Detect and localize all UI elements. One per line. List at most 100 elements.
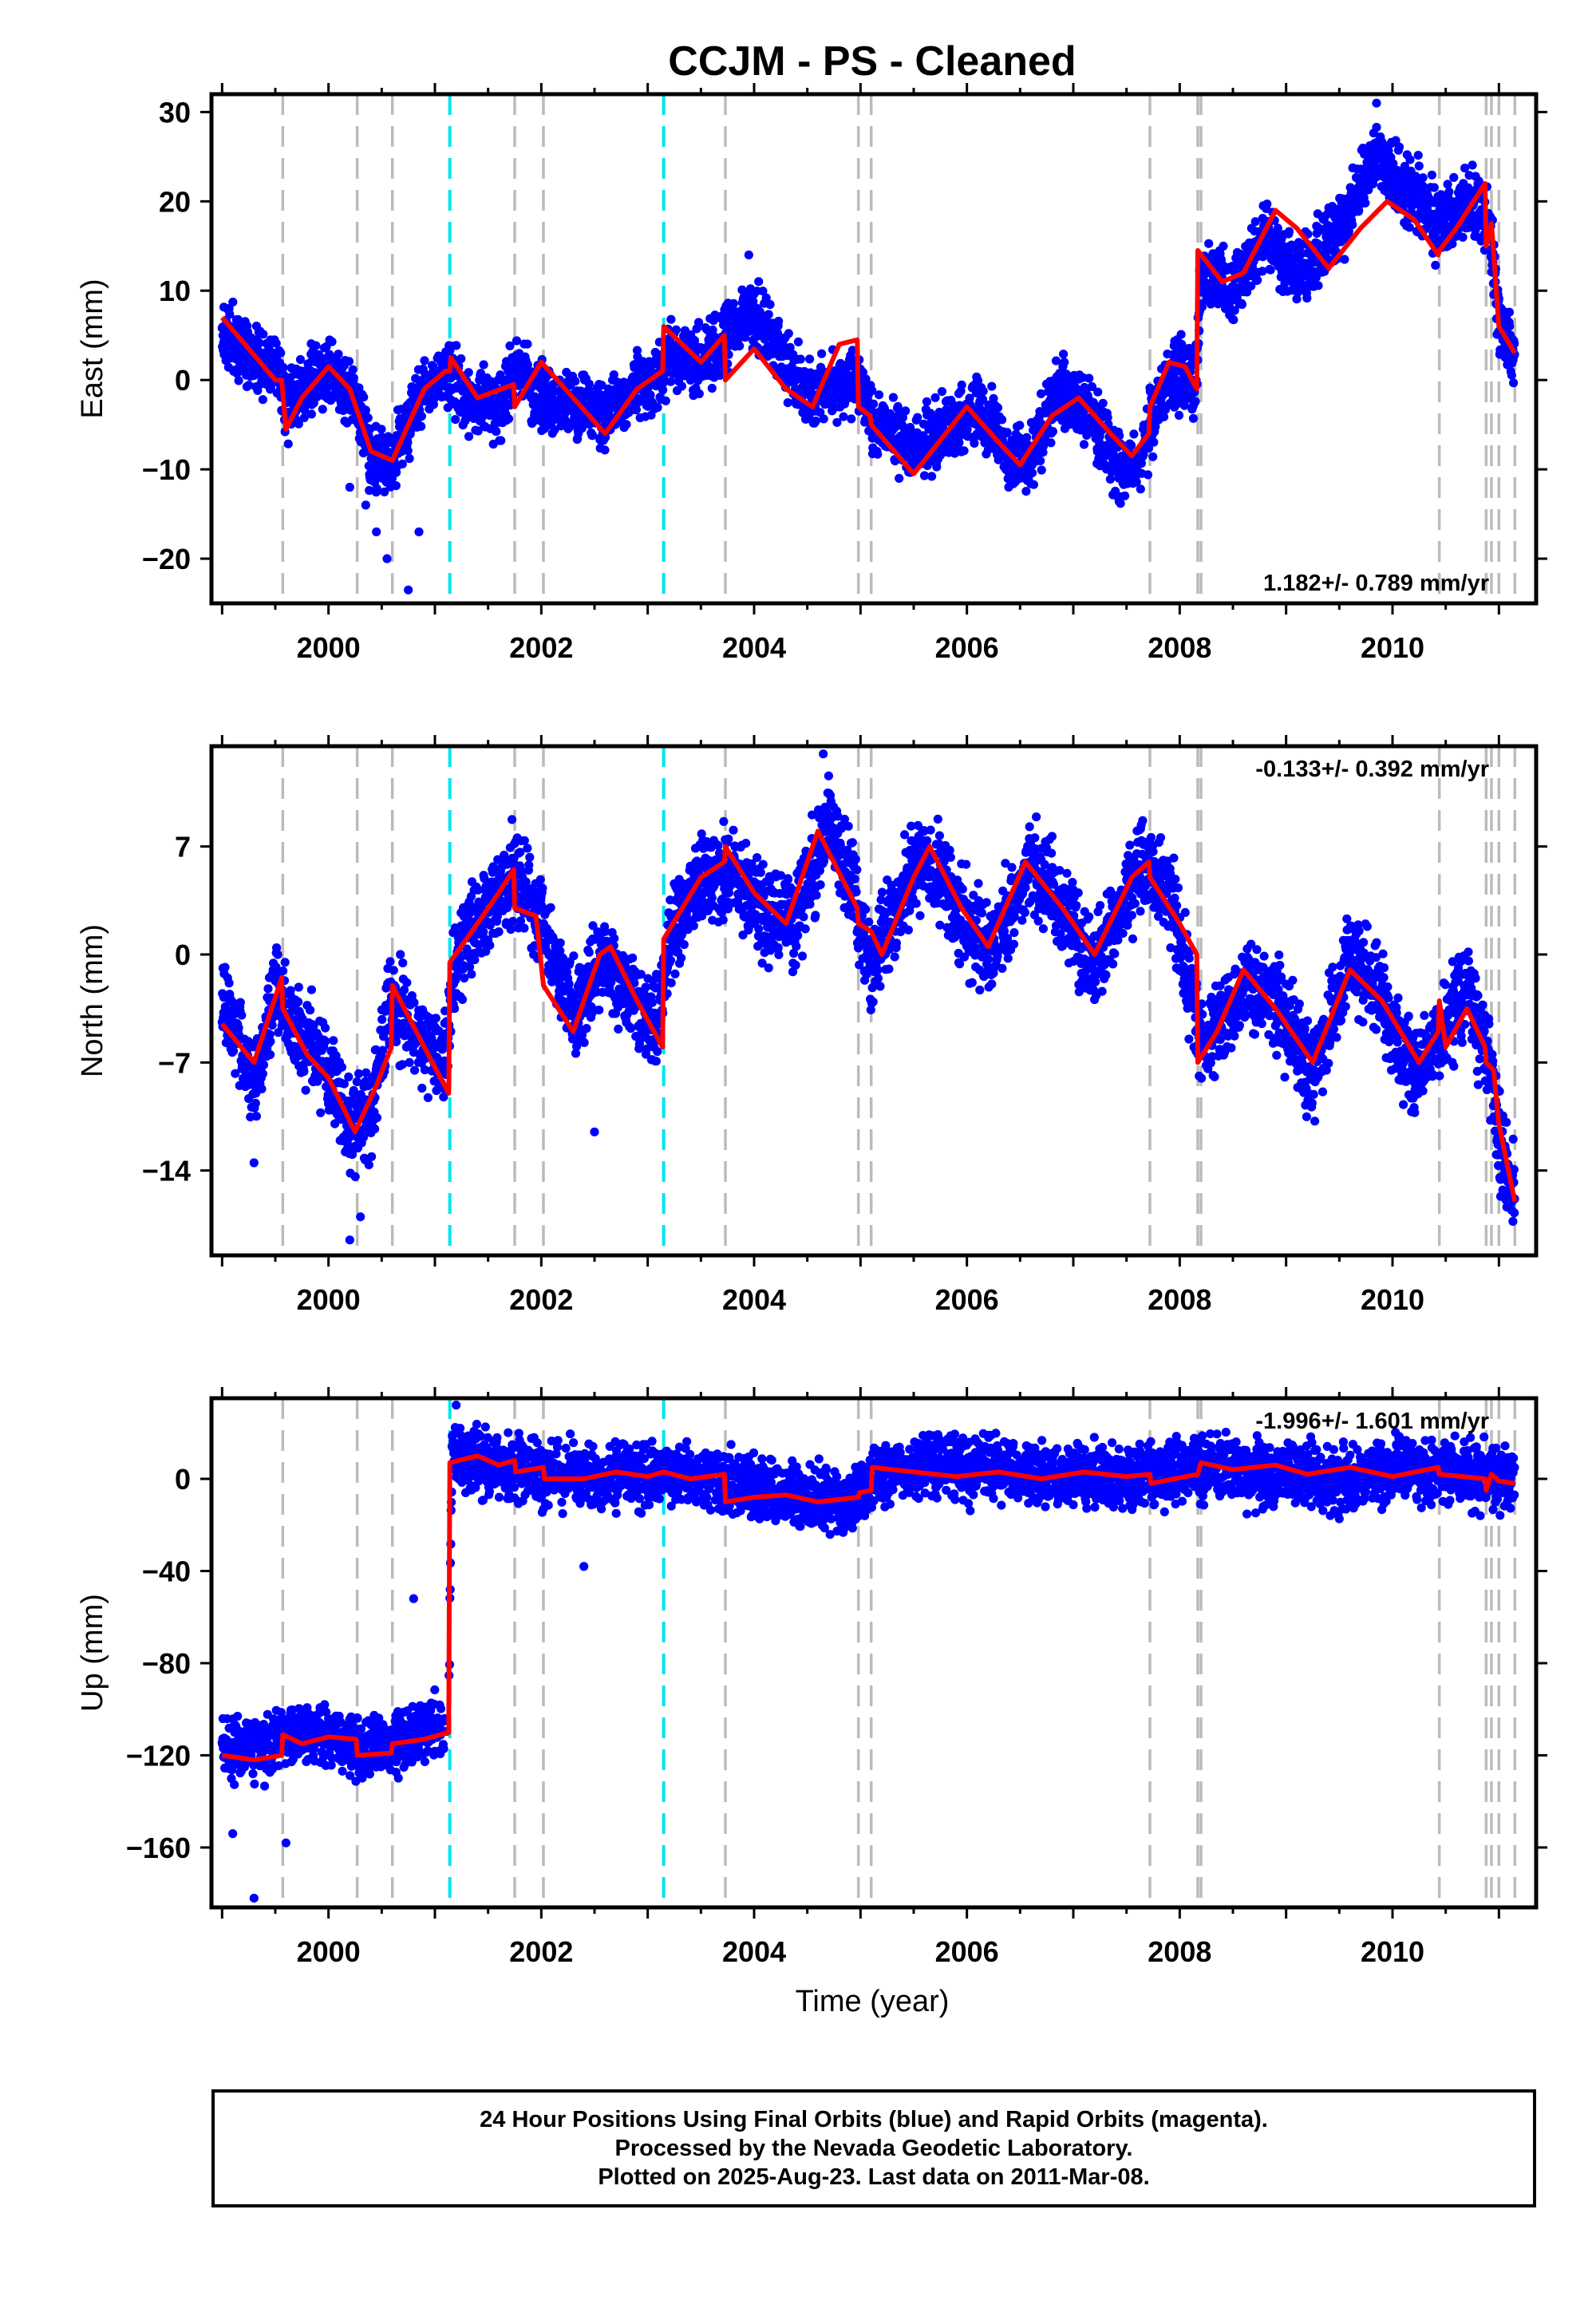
data-point	[761, 293, 771, 302]
data-point	[476, 369, 486, 378]
data-point	[1302, 293, 1312, 303]
data-point	[403, 446, 413, 456]
data-point	[266, 1037, 275, 1046]
data-point	[965, 393, 974, 403]
data-point	[417, 411, 427, 421]
data-point	[279, 362, 288, 373]
data-point	[367, 1152, 377, 1161]
data-point	[234, 1023, 243, 1033]
data-point	[397, 459, 407, 469]
data-point	[334, 350, 343, 359]
data-point	[708, 325, 717, 334]
data-point	[1129, 429, 1139, 439]
data-point	[1036, 456, 1045, 466]
data-point	[847, 346, 857, 355]
data-point	[294, 997, 303, 1006]
data-point	[306, 1006, 315, 1015]
data-point	[1468, 160, 1477, 170]
data-point	[301, 1085, 310, 1095]
data-point	[693, 318, 704, 327]
data-point	[1029, 480, 1038, 489]
data-point	[1174, 410, 1184, 421]
data-point	[364, 1160, 373, 1170]
data-point	[251, 1098, 260, 1108]
outlier-point	[404, 585, 413, 595]
data-point	[1229, 315, 1238, 325]
data-point	[930, 393, 940, 402]
data-point	[959, 446, 969, 456]
data-point	[272, 943, 282, 953]
data-point	[1250, 217, 1260, 227]
data-point	[694, 389, 704, 398]
data-point	[873, 449, 883, 459]
data-point	[1372, 122, 1381, 132]
data-point	[229, 1046, 239, 1056]
data-point	[280, 958, 290, 967]
data-point	[318, 405, 327, 414]
data-point	[329, 1036, 338, 1045]
data-point	[1273, 223, 1282, 233]
data-point	[380, 487, 389, 497]
data-point	[377, 425, 386, 434]
data-point	[338, 405, 348, 415]
data-point	[1079, 440, 1089, 449]
data-point	[817, 349, 827, 358]
data-point	[1143, 470, 1153, 480]
data-point	[765, 299, 775, 310]
data-point	[523, 339, 532, 349]
data-point	[1204, 239, 1214, 248]
data-point	[349, 373, 358, 383]
data-point	[754, 277, 764, 287]
data-point	[1051, 356, 1061, 366]
data-point	[258, 1069, 267, 1079]
data-point	[385, 957, 395, 966]
data-point	[1405, 155, 1415, 164]
data-point	[839, 412, 848, 421]
data-point	[347, 1149, 358, 1160]
data-point	[1144, 444, 1154, 453]
data-point	[1048, 427, 1057, 437]
data-point	[279, 966, 288, 976]
data-point	[299, 1066, 309, 1077]
x-tick-label: 2006	[935, 631, 999, 664]
data-point	[321, 1023, 330, 1033]
velocity-label: 1.182+/- 0.789 mm/yr	[1263, 571, 1489, 596]
data-point	[919, 471, 930, 480]
data-point	[869, 399, 879, 409]
data-point	[874, 390, 884, 400]
data-point	[1059, 350, 1069, 359]
data-point	[452, 341, 461, 350]
data-point	[321, 1037, 330, 1046]
data-point	[1176, 330, 1186, 339]
data-point	[1361, 198, 1370, 207]
data-point	[597, 381, 606, 390]
data-point	[1262, 200, 1272, 209]
outlier-point	[414, 527, 424, 537]
data-point	[344, 1072, 354, 1081]
data-point	[257, 1084, 267, 1093]
data-point	[377, 1014, 387, 1024]
data-point	[295, 354, 306, 365]
data-point	[405, 1057, 414, 1067]
data-point	[276, 348, 286, 358]
data-point	[978, 386, 988, 396]
data-point	[363, 413, 373, 423]
data-point	[266, 1049, 275, 1060]
data-point	[1348, 219, 1357, 230]
data-point	[464, 368, 473, 377]
data-point	[1404, 223, 1414, 232]
data-point	[248, 1042, 258, 1052]
data-point	[793, 337, 804, 346]
x-tick-label: 2008	[1148, 1283, 1211, 1316]
data-point	[337, 1062, 346, 1072]
data-point	[609, 370, 618, 380]
data-point	[479, 360, 488, 370]
data-point	[391, 481, 401, 491]
y-tick-label: 20	[159, 185, 191, 218]
data-point	[267, 1021, 277, 1030]
position-points	[217, 98, 1519, 595]
data-point	[410, 1065, 420, 1075]
data-point	[504, 414, 514, 424]
data-point	[805, 354, 815, 364]
